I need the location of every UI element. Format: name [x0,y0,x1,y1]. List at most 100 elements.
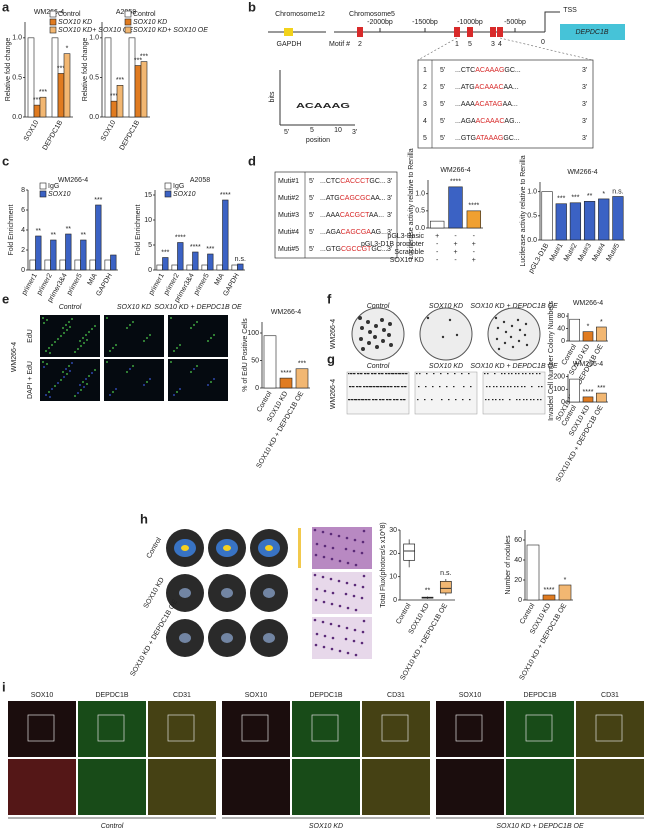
colony [518,328,522,332]
nucleus [346,606,350,610]
channel-label: DEPDC1B [95,692,128,699]
micrograph [436,701,504,757]
nucleus [346,561,350,565]
sequence-part: ACAAAC [475,84,504,91]
bar [35,235,42,271]
legend-swatch [49,10,57,18]
legend-swatch [124,26,132,34]
y-tick-label: 0.5 [12,74,22,81]
bar [237,263,244,271]
cell [398,386,400,388]
micrograph [78,759,146,815]
cell [399,373,401,375]
y-tick-label: 1.0 [12,35,22,42]
row-label: Muti#4 [278,229,299,236]
cell [522,373,524,375]
dish [487,307,541,361]
bar [134,65,142,118]
nucleus [313,528,317,532]
motif-box [497,27,503,37]
cell-dot [132,321,134,323]
cell [417,399,419,401]
y-tick-label: 0.0 [415,225,425,232]
legend-label: SOX10 [48,191,71,198]
significance: ** [587,193,593,200]
nucleus [330,557,334,561]
micrograph [8,759,76,815]
gene-box [560,24,625,40]
nucleus [330,647,334,651]
nucleus [346,651,350,655]
cell [387,399,389,401]
micrograph [506,701,574,757]
condition-label: Scramble [394,249,424,256]
signal-overlay [362,701,430,757]
sequence: ...AAACACGCTAA... [320,212,384,219]
row-label: 3 [423,101,427,108]
significance: * [587,324,590,331]
cell-dot [45,394,47,396]
bar [95,204,102,271]
signal-overlay [148,759,216,815]
cell [360,373,362,375]
zoom-box [311,714,339,742]
condition-label: pGL3-Basic [387,233,424,240]
bar [583,201,596,241]
colony [387,333,391,337]
micrograph [292,759,360,815]
panel-label: f [327,291,332,306]
cell-dot [63,332,65,334]
signal-overlay [8,701,76,757]
channel-label: CD31 [601,692,619,699]
signal-overlay [222,759,290,815]
nucleus [314,643,318,647]
cell-dot [149,334,151,336]
motif-box [357,27,363,37]
bar [33,104,41,118]
y-tick-label: 0 [393,597,397,604]
cell [426,373,428,375]
cell [539,373,541,375]
cell-dot [83,386,85,388]
cell [396,399,398,401]
colony [504,330,508,334]
cell [398,373,400,375]
cell-dot [109,350,111,352]
cell-dot [71,362,73,364]
y-tick-label: 50 [251,357,259,364]
motif-number: 2 [358,41,362,48]
panel-label: e [2,291,9,306]
cell-dot [190,371,192,373]
cell [380,399,382,401]
cell-dot [210,381,212,383]
cell [521,386,523,388]
signal-overlay [8,759,76,815]
zoom-box [595,714,623,742]
chart-title: WM266-4 [271,309,301,316]
cell [395,373,397,375]
cell-dot [193,324,195,326]
significance: *** [298,361,306,368]
y-axis-label: Colony Numbers [548,300,555,353]
color-scale [298,528,301,568]
y-tick-label: 80 [557,313,565,320]
nucleus [354,563,358,567]
colony [525,343,529,347]
cell [371,373,373,375]
cell [382,373,384,375]
cell [485,399,487,401]
y-axis-label: Fold Enrichment [8,204,15,255]
cell-dot [106,361,108,363]
micrograph [362,759,430,815]
colony [381,339,385,343]
sequence-part: AA... [369,212,384,219]
mutation-table [274,171,398,259]
nucleus [360,641,364,645]
cell [361,373,363,375]
sequence-part: ...ATG [455,84,475,91]
cell-dot [51,388,53,390]
legend-label: IgG [48,183,59,190]
cell [462,399,464,401]
cell [373,386,375,388]
bar [80,239,87,271]
